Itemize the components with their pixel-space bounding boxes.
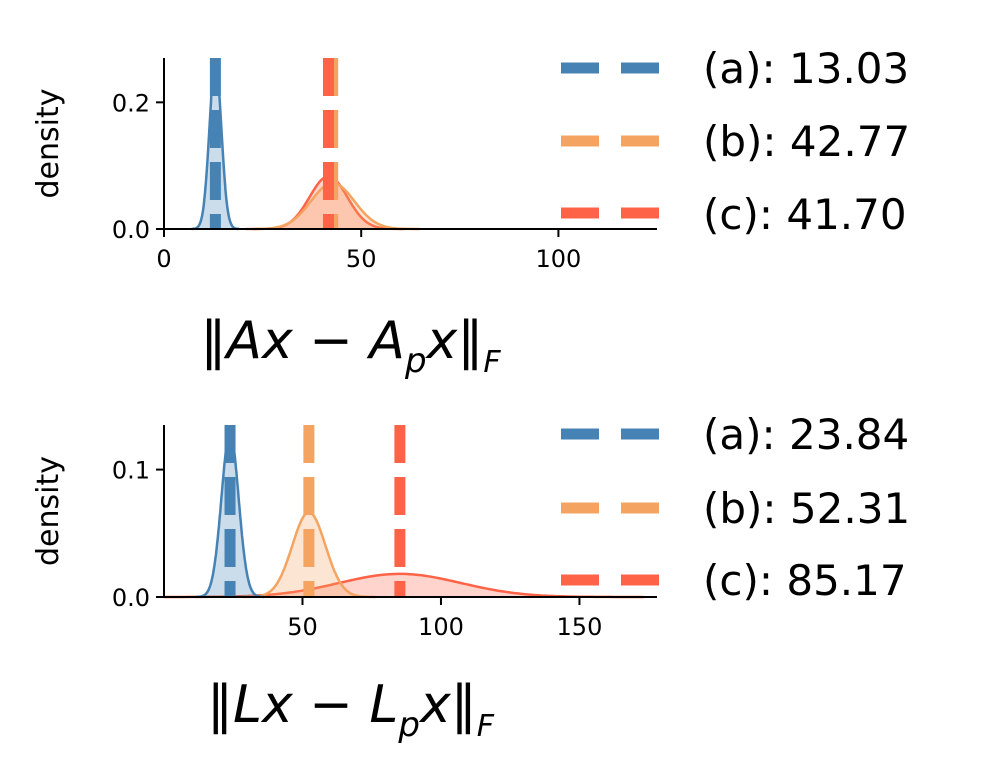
density-fill-b (245, 183, 420, 229)
x-axis-label: ‖Ax − Apx‖F (200, 311, 501, 381)
y-axis-label: density (31, 456, 66, 566)
x-tick-label: 50 (287, 613, 318, 641)
y-tick-label: 0.2 (112, 89, 150, 117)
legend-label-c: (c): 85.17 (703, 556, 907, 605)
y-axis-label: density (31, 89, 66, 199)
panel-1: 0 50 100 0.0 0.2 density ‖Ax − Apx‖F (a): 13.03… (31, 44, 910, 381)
legend-label-a: (a): 23.84 (703, 410, 909, 459)
x-tick-label: 0 (156, 245, 171, 273)
x-axis-label: ‖Lx − Lpx‖F (207, 675, 495, 745)
legend-label-a: (a): 13.03 (703, 44, 909, 93)
y-tick-label: 0.0 (112, 216, 150, 244)
x-tick-label: 150 (557, 613, 603, 641)
x-tick-label: 50 (346, 245, 377, 273)
panel-2: 50 100 150 0.0 0.1 density ‖Lx − Lpx‖F (a): 23.… (31, 410, 910, 745)
y-tick-label: 0.1 (112, 457, 150, 485)
x-tick-label: 100 (418, 613, 464, 641)
legend-label-b: (b): 42.77 (703, 117, 910, 166)
legend-label-b: (b): 52.31 (703, 484, 910, 533)
x-tick-label: 100 (535, 245, 581, 273)
density-fill-c (252, 176, 405, 229)
y-tick-label: 0.0 (112, 584, 150, 612)
legend-label-c: (c): 41.70 (703, 190, 907, 239)
